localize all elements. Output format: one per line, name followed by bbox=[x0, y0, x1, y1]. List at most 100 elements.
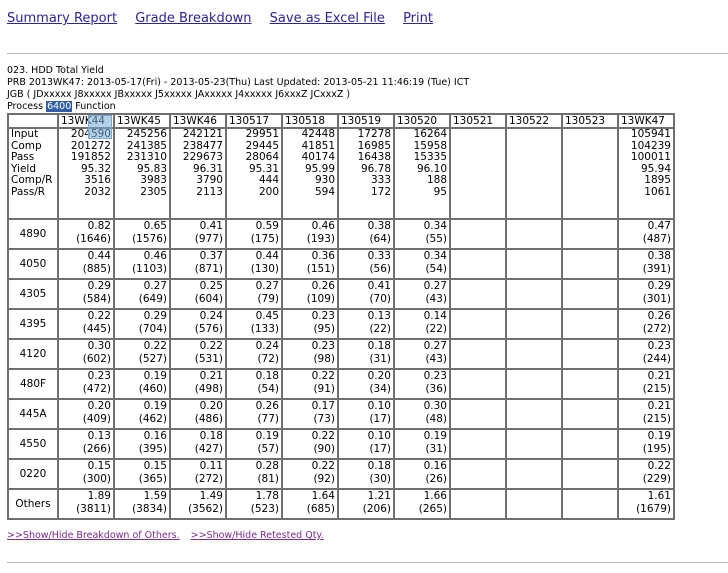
grade-rate bbox=[565, 340, 615, 353]
grade-count: (56) bbox=[369, 263, 391, 275]
grade-cell bbox=[561, 338, 619, 370]
summary-value: 95 bbox=[433, 185, 447, 198]
grade-count: (272) bbox=[642, 323, 671, 335]
toggle-others-breakdown-link[interactable]: >>Show/Hide Breakdown of Others. bbox=[7, 530, 180, 541]
grade-cell bbox=[505, 308, 563, 340]
grade-cell bbox=[505, 248, 563, 280]
summary-value: 40174 bbox=[301, 151, 335, 163]
grade-count: (206) bbox=[362, 503, 391, 515]
grade-cell bbox=[505, 218, 563, 250]
grade-cell bbox=[561, 398, 619, 430]
col-header: 130517 bbox=[225, 113, 283, 129]
grade-cell: 0.18 (31) bbox=[337, 338, 395, 370]
grade-cell: 0.44 (130) bbox=[225, 248, 283, 280]
grade-rate bbox=[453, 310, 503, 323]
save-excel-link[interactable]: Save as Excel File bbox=[269, 11, 385, 26]
grade-count bbox=[453, 263, 503, 276]
summary-values-cell: 242121 238477 229673 96.31 3790 2113 bbox=[169, 127, 227, 220]
grade-count: (3834) bbox=[132, 503, 167, 515]
process-value[interactable]: 6400 bbox=[46, 101, 73, 112]
summary-value bbox=[565, 164, 615, 176]
summary-value: 191852 bbox=[70, 151, 111, 163]
grade-count: (30) bbox=[369, 473, 391, 485]
grade-row: 4395 0.22 (445) 0.29 (704) 0.24 (576) 0.45 (133)… bbox=[7, 308, 675, 340]
summary-label: Comp bbox=[11, 139, 42, 152]
summary-value: 2113 bbox=[196, 185, 223, 198]
toggle-retested-qty-link[interactable]: >>Show/Hide Retested Qty. bbox=[190, 530, 324, 541]
grade-rate: 0.18 bbox=[367, 340, 391, 352]
grade-cell: 1.89 (3811) bbox=[57, 488, 115, 520]
grade-rate: 0.24 bbox=[199, 310, 223, 322]
summary-value: 95.32 bbox=[80, 162, 111, 175]
grade-rate: 0.19 bbox=[255, 430, 279, 442]
grade-rate bbox=[509, 400, 559, 413]
grade-count: (43) bbox=[425, 353, 447, 365]
grade-cell: 0.30 (48) bbox=[393, 398, 451, 430]
grade-count: (300) bbox=[82, 473, 111, 485]
grade-count: (31) bbox=[425, 443, 447, 455]
grade-rate bbox=[509, 340, 559, 353]
grade-rate bbox=[453, 430, 503, 443]
grade-cell: 0.34 (54) bbox=[393, 248, 451, 280]
summary-value bbox=[565, 152, 615, 164]
grade-count bbox=[509, 413, 559, 426]
grade-cell bbox=[561, 428, 619, 460]
grade-label: 0220 bbox=[7, 458, 59, 490]
grade-cell: 0.26 (77) bbox=[225, 398, 283, 430]
grade-count: (90) bbox=[313, 443, 335, 455]
summary-value: 238477 bbox=[182, 139, 223, 152]
grade-cell: 0.10 (17) bbox=[337, 428, 395, 460]
grade-count: (48) bbox=[425, 413, 447, 425]
summary-value: 16438 bbox=[357, 151, 391, 163]
grade-label: 4395 bbox=[7, 308, 59, 340]
grade-breakdown-link[interactable]: Grade Breakdown bbox=[135, 11, 252, 26]
grade-cell: 0.23 (36) bbox=[393, 368, 451, 400]
grade-cell: 0.26 (272) bbox=[617, 308, 675, 340]
grade-count bbox=[565, 323, 615, 336]
grade-rate: 0.27 bbox=[143, 280, 167, 292]
summary-value: 3790 bbox=[196, 174, 223, 186]
grade-count: (1646) bbox=[76, 233, 111, 245]
grade-rate: 0.37 bbox=[199, 250, 223, 262]
grade-cell: 0.22 (445) bbox=[57, 308, 115, 340]
summary-value: 96.78 bbox=[360, 162, 391, 175]
grade-rate: 0.45 bbox=[255, 310, 279, 322]
grade-cell bbox=[449, 458, 507, 490]
print-link[interactable]: Print bbox=[403, 11, 433, 26]
grade-count: (409) bbox=[82, 413, 111, 425]
grade-cell: 0.14 (22) bbox=[393, 308, 451, 340]
grade-count: (175) bbox=[250, 233, 279, 245]
grade-rate bbox=[453, 460, 503, 473]
summary-value bbox=[453, 152, 503, 164]
col-header: 130522 bbox=[505, 113, 563, 129]
grade-count: (195) bbox=[642, 443, 671, 455]
grade-count: (215) bbox=[642, 413, 671, 425]
summary-value: 2305 bbox=[140, 185, 167, 198]
grade-count: (215) bbox=[642, 383, 671, 395]
grade-cell: 0.19 (195) bbox=[617, 428, 675, 460]
grade-cell: 0.41 (977) bbox=[169, 218, 227, 250]
grade-count: (523) bbox=[250, 503, 279, 515]
grade-rate: 0.11 bbox=[199, 460, 223, 472]
grade-count bbox=[453, 503, 503, 516]
grade-count: (72) bbox=[257, 353, 279, 365]
summary-label: Pass/R bbox=[11, 185, 46, 198]
grade-rate: 1.66 bbox=[423, 490, 447, 502]
summary-value: 95.99 bbox=[304, 162, 335, 175]
grade-label: 4050 bbox=[7, 248, 59, 280]
grade-cell: 0.21 (215) bbox=[617, 398, 675, 430]
grade-count: (133) bbox=[250, 323, 279, 335]
grade-count: (3811) bbox=[76, 503, 111, 515]
grade-rate: 0.28 bbox=[255, 460, 279, 472]
grade-rate: 0.18 bbox=[255, 370, 279, 382]
summary-report-link[interactable]: Summary Report bbox=[7, 11, 118, 26]
grade-rate: 0.13 bbox=[367, 310, 391, 322]
grade-cell: 1.61 (1679) bbox=[617, 488, 675, 520]
grade-rate: 0.27 bbox=[423, 280, 447, 292]
grade-cell: 0.46 (1103) bbox=[113, 248, 171, 280]
grade-rate: 0.30 bbox=[87, 340, 111, 352]
grade-rate: 0.10 bbox=[367, 430, 391, 442]
function-label: Function bbox=[75, 101, 116, 112]
grade-cell: 0.20 (34) bbox=[337, 368, 395, 400]
summary-value: 16264 bbox=[413, 128, 447, 140]
